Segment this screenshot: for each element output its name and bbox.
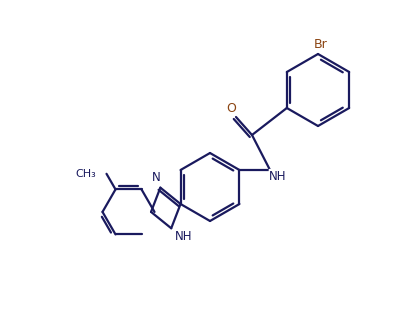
Text: O: O [226,102,236,115]
Text: CH₃: CH₃ [76,169,96,179]
Text: NH: NH [269,170,287,183]
Text: Br: Br [314,38,328,50]
Text: NH: NH [175,230,192,243]
Text: N: N [152,171,161,184]
